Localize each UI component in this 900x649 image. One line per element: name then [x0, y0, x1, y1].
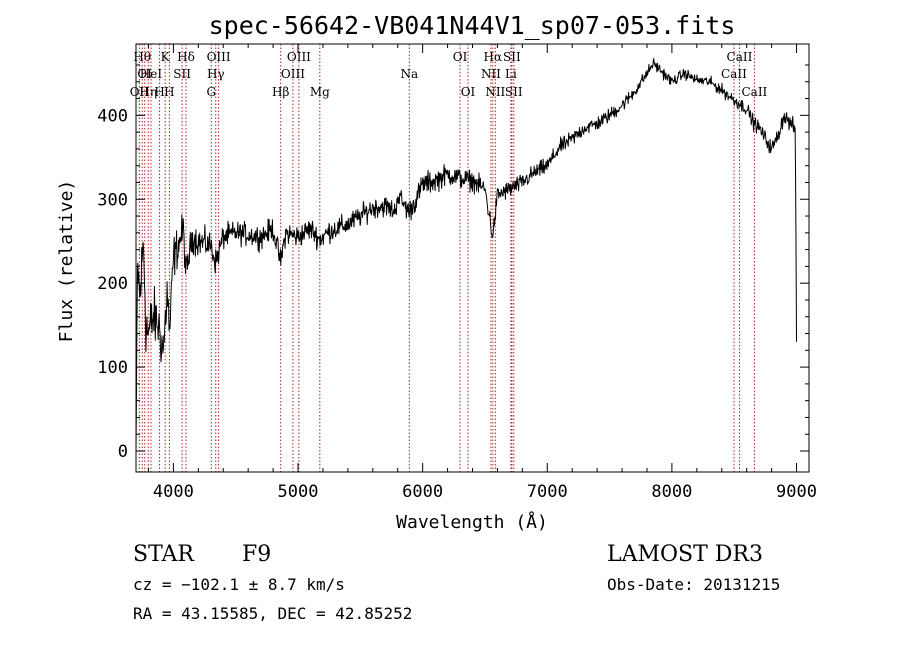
x-axis-label: Wavelength (Å)	[396, 511, 548, 533]
spectral-line-label: OI	[137, 67, 152, 81]
x-tick-label: 7000	[527, 482, 568, 502]
spectral-line-label: SII	[173, 67, 191, 81]
spectral-line-label: HeI	[140, 67, 163, 81]
spectral-line-labels: OIIHθOIHηHeIHKHSIIHδGHγOIIIHβOIIIOIIIMgN…	[130, 50, 768, 99]
spectral-line-label: H	[154, 85, 164, 99]
spectrum-line	[135, 58, 797, 452]
y-tick-label: 100	[97, 358, 128, 378]
spectral-line-label: Hη	[139, 85, 157, 99]
chart-title: spec-56642-VB041N44V1_sp07-053.fits	[209, 11, 736, 40]
y-tick-label: 200	[97, 274, 128, 294]
x-axis: 4000 5000 6000 7000 8000 9000	[147, 44, 817, 502]
y-tick-label: 300	[97, 190, 128, 210]
spectral-line-label: NII	[481, 67, 501, 81]
spectral-line-label: Hθ	[133, 50, 151, 64]
spectral-line-label: H	[164, 85, 174, 99]
spectral-line-label: OI	[453, 50, 468, 64]
spectral-line-label: OIII	[287, 50, 311, 64]
y-axis: 0 100 200 300 400	[97, 64, 809, 462]
spectral-line-label: CaII	[741, 85, 767, 99]
x-tick-label: 6000	[402, 482, 443, 502]
spectral-line-label: Hδ	[177, 50, 195, 64]
x-tick-label: 4000	[153, 482, 194, 502]
spectral-line-label: SII	[505, 85, 523, 99]
spectral-line-label: CaII	[727, 50, 753, 64]
spectral-line-label: G	[206, 85, 216, 99]
spectral-line-label: OI	[461, 85, 476, 99]
y-tick-label: 0	[118, 442, 128, 462]
spectral-line-label: Li	[505, 67, 517, 81]
spectral-line-label: Hβ	[272, 85, 289, 99]
spectral-line-label: OIII	[207, 50, 231, 64]
coordinates: RA = 43.15585, DEC = 42.85252	[133, 604, 412, 623]
spectral-line-label: K	[161, 50, 171, 64]
object-subclass: F9	[242, 542, 271, 567]
survey-name: LAMOST DR3	[607, 542, 763, 567]
x-tick-label: 9000	[776, 482, 817, 502]
spectral-line-label: OII	[130, 85, 150, 99]
x-tick-label: 5000	[278, 482, 319, 502]
spectral-line-label: Na	[400, 67, 418, 81]
spectral-line-markers	[138, 44, 755, 472]
x-tick-label: 8000	[651, 482, 692, 502]
spectral-line-label: Mg	[310, 85, 330, 99]
spectral-line-label: OIII	[281, 67, 305, 81]
spectral-line-label: NII	[485, 85, 505, 99]
redshift-velocity: cz = −102.1 ± 8.7 km/s	[133, 575, 345, 594]
spectral-line-label: CaII	[721, 67, 747, 81]
y-axis-label: Flux (relative)	[56, 180, 77, 343]
spectral-line-label: SII	[503, 50, 521, 64]
spectral-line-label: Hγ	[207, 67, 225, 81]
observation-date: Obs-Date: 20131215	[607, 575, 780, 594]
y-tick-label: 400	[97, 106, 128, 126]
spectral-line-label: Hα	[484, 50, 503, 64]
object-class: STAR	[133, 542, 195, 567]
